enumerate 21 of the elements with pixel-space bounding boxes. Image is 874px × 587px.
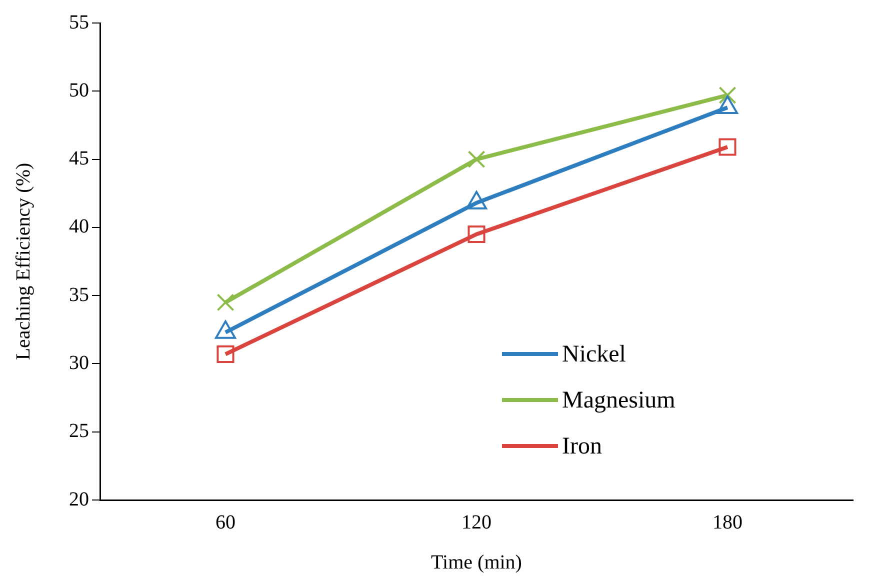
legend-label: Magnesium [562,387,676,414]
x-tick-label: 60 [216,511,236,534]
y-tick-label: 35 [69,284,89,306]
point [468,225,486,244]
x-axis-title: Time (min) [431,551,522,574]
y-tick-label: 40 [69,216,89,238]
y-axis-title: Leaching Efficiency (%) [12,162,34,360]
legend-label: Nickel [562,341,626,368]
point [216,294,234,312]
point [718,138,736,156]
y-tick-label: 55 [69,11,89,34]
y-tick-label: 20 [69,488,89,510]
y-tick-label: 25 [69,420,89,442]
point [468,150,486,168]
y-tick-label: 30 [69,352,89,374]
point [216,345,234,363]
y-tick-label: 50 [69,79,89,102]
x-tick-label: 120 [462,511,492,534]
y-tick-label: 45 [69,148,89,170]
legend-label: Iron [562,433,602,460]
x-tick-label: 180 [712,511,742,534]
